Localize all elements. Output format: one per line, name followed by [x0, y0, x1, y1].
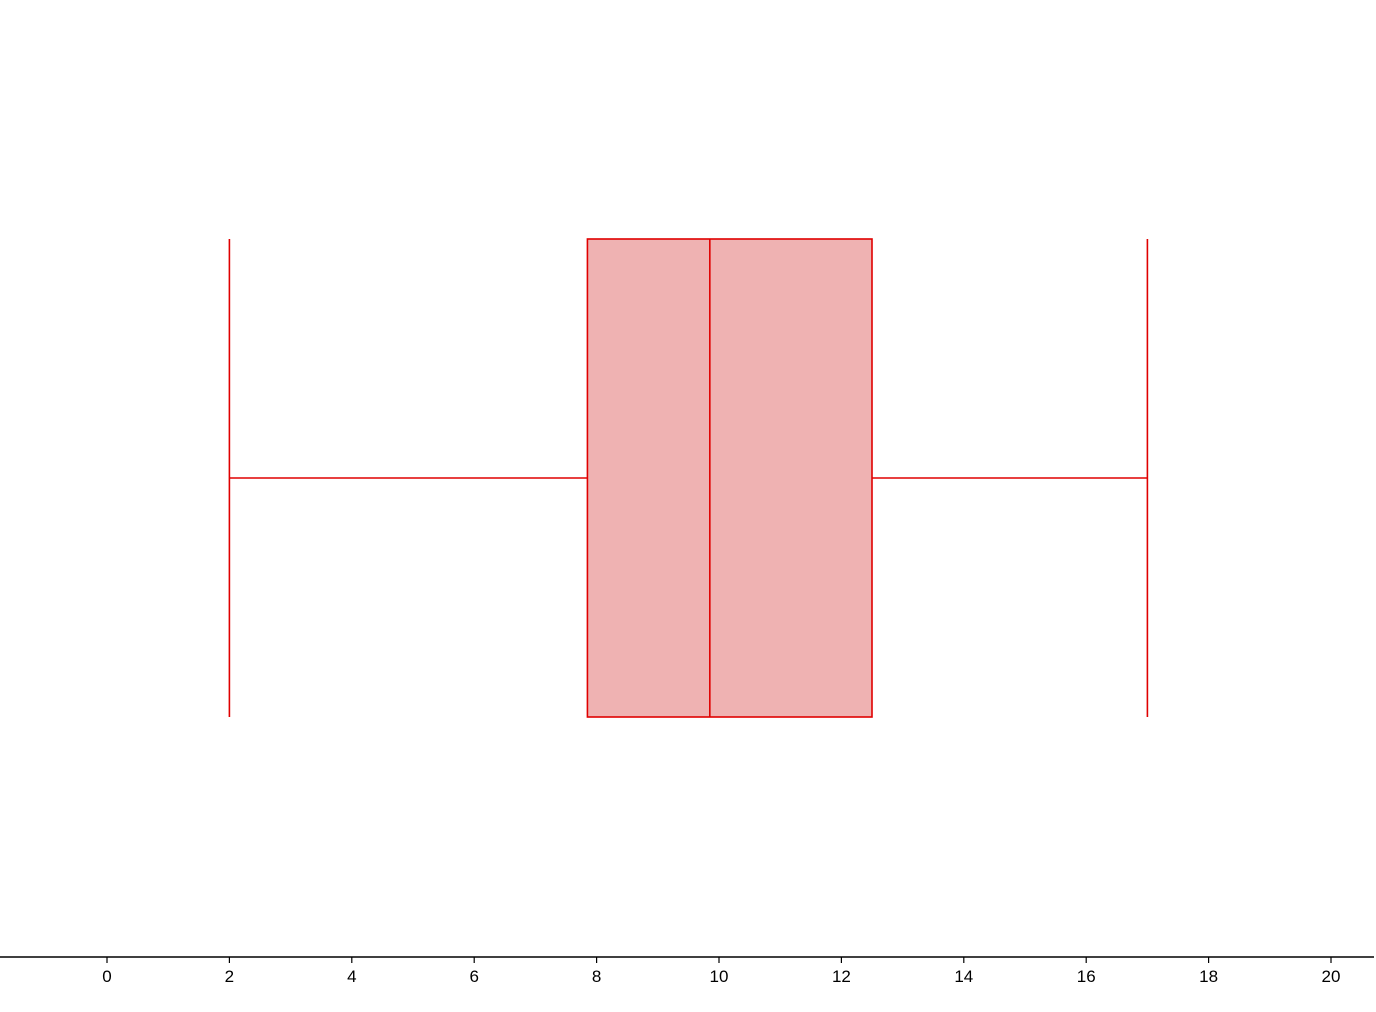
iqr-box — [586, 238, 873, 718]
x-tick-label: 14 — [954, 967, 973, 986]
x-tick-label: 20 — [1322, 967, 1341, 986]
x-tick-label: 10 — [710, 967, 729, 986]
x-tick-label: 4 — [347, 967, 356, 986]
x-tick-label: 6 — [469, 967, 478, 986]
x-tick-label: 12 — [832, 967, 851, 986]
x-tick-label: 0 — [102, 967, 111, 986]
x-axis: 0 2 4 6 8 10 12 14 16 18 20 — [0, 956, 1374, 986]
plot-area — [228, 238, 1149, 718]
x-tick-label: 16 — [1077, 967, 1096, 986]
x-tick-label: 18 — [1199, 967, 1218, 986]
x-tick-label: 8 — [592, 967, 601, 986]
x-tick-label: 2 — [225, 967, 234, 986]
